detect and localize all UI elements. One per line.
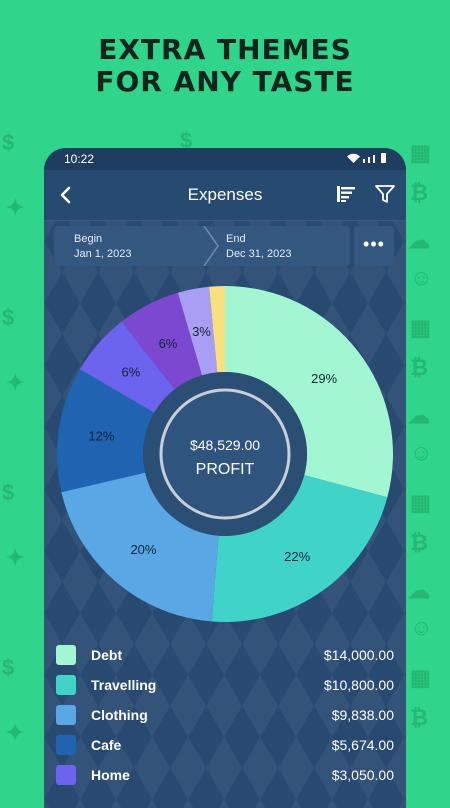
cloud-icon: ☁ <box>408 228 430 253</box>
chart-slice-0[interactable] <box>225 286 393 498</box>
person-icon: ✦ <box>6 720 25 745</box>
begin-date[interactable]: Begin Jan 1, 2023 <box>74 232 132 262</box>
bitcoin-icon: ₿ <box>410 530 428 555</box>
battery-icon <box>381 153 386 163</box>
filter-button[interactable] <box>374 183 396 205</box>
legend-amount: $9,838.00 <box>331 707 394 723</box>
person-icon: ✦ <box>6 545 25 570</box>
legend-swatch <box>56 645 76 665</box>
calendar-icon: ▦ <box>410 665 431 690</box>
chart-slice-5[interactable] <box>121 292 203 390</box>
legend-label: Clothing <box>91 707 148 723</box>
legend-amount: $3,050.00 <box>331 767 394 783</box>
person-icon: ✦ <box>6 370 25 395</box>
bitcoin-icon: ₿ <box>410 705 428 730</box>
person-icon: ✦ <box>6 195 25 220</box>
calendar-icon: ▦ <box>410 490 431 515</box>
wifi-icon <box>347 153 360 163</box>
page-title: Expenses <box>187 185 263 204</box>
chart-slice-1[interactable] <box>211 475 388 622</box>
calendar-icon: ▦ <box>410 315 431 340</box>
chart-slice-label: 22% <box>284 549 310 564</box>
date-range-selector[interactable]: Begin Jan 1, 2023 End Dec 31, 2023 <box>54 226 350 266</box>
dollar-icon: $ <box>2 480 15 505</box>
legend-amount: $5,674.00 <box>331 737 394 753</box>
legend-swatch <box>56 705 76 725</box>
more-options-button[interactable]: ••• <box>354 226 394 266</box>
legend-label: Debt <box>91 647 123 663</box>
chart-slice-label: 6% <box>159 336 178 351</box>
profit-value: $48,529.00 <box>190 437 260 453</box>
legend-swatch <box>56 735 76 755</box>
end-date[interactable]: End Dec 31, 2023 <box>226 232 291 262</box>
dollar-icon: $ <box>2 305 15 330</box>
bitcoin-icon: ₿ <box>410 180 428 205</box>
promo-headline: EXTRA THEMES FOR ANY TASTE <box>0 34 450 98</box>
headline-line-2: FOR ANY TASTE <box>95 65 355 98</box>
bitcoin-icon: ₿ <box>410 355 428 380</box>
status-bar: 10:22 <box>44 148 406 170</box>
chart-slice-3[interactable] <box>57 369 155 493</box>
status-icons <box>347 153 386 163</box>
legend-amount: $14,000.00 <box>323 647 394 663</box>
profit-ring[interactable] <box>159 388 291 520</box>
signal-icon <box>373 155 375 163</box>
legend-label: Travelling <box>91 677 157 693</box>
smiley-icon: ☺ <box>410 615 433 640</box>
status-time: 10:22 <box>64 152 95 166</box>
chart-slice-label: 20% <box>130 542 156 557</box>
legend-swatch <box>56 675 76 695</box>
begin-label: Begin <box>74 233 103 245</box>
end-label: End <box>226 233 246 245</box>
dollar-icon: $ <box>2 655 15 680</box>
chart-slice-7[interactable] <box>209 286 225 373</box>
cloud-icon: ☁ <box>408 578 430 603</box>
legend-label: Cafe <box>91 737 122 753</box>
legend-row[interactable]: Travelling $10,800.00 <box>44 670 406 700</box>
cloud-icon: ☁ <box>408 403 430 428</box>
legend-label: Home <box>91 767 130 783</box>
end-value: Dec 31, 2023 <box>226 248 292 260</box>
chart-slice-6[interactable] <box>177 286 218 376</box>
smiley-icon: ☺ <box>410 440 433 465</box>
legend-swatch <box>56 765 76 785</box>
legend-row[interactable]: Clothing $9,838.00 <box>44 700 406 730</box>
legend-row[interactable]: Home $3,050.00 <box>44 760 406 790</box>
smiley-icon: ☺ <box>410 265 433 290</box>
expenses-donut-chart: 29% 22% 20% 12% 6% 6% 3% $48,529.00 PROFIT <box>57 286 393 622</box>
legend-amount: $10,800.00 <box>323 677 394 693</box>
dollar-icon: $ <box>2 130 15 155</box>
signal-icon <box>368 157 370 163</box>
chart-slice-2[interactable] <box>61 472 219 622</box>
chart-slice-label: 6% <box>121 365 140 380</box>
chevron-right-icon <box>203 226 219 266</box>
back-button[interactable] <box>52 181 80 209</box>
chart-slice-4[interactable] <box>79 321 175 413</box>
chart-slice-label: 29% <box>311 371 337 386</box>
app-bar: Expenses <box>44 170 406 221</box>
calendar-icon: ▦ <box>410 140 431 165</box>
profit-label: PROFIT <box>196 461 255 478</box>
signal-icon <box>363 159 365 163</box>
phone-screen: 10:22 Expenses Begin Jan <box>44 148 406 808</box>
legend-row[interactable]: Cafe $5,674.00 <box>44 730 406 760</box>
headline-line-1: EXTRA THEMES <box>98 33 352 66</box>
sort-button[interactable] <box>336 184 356 204</box>
chart-slice-label: 12% <box>88 428 114 443</box>
begin-value: Jan 1, 2023 <box>74 248 132 260</box>
chart-slice-label: 3% <box>192 324 211 339</box>
legend-row[interactable]: Debt $14,000.00 <box>44 640 406 670</box>
